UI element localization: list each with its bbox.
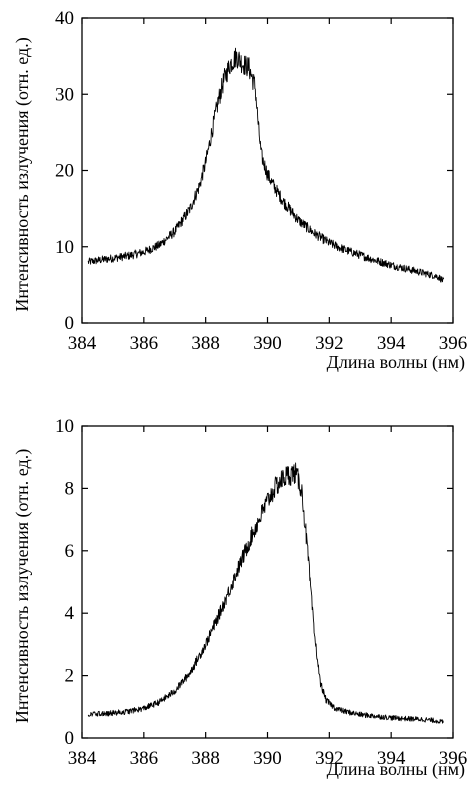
x-tick-label: 394: [377, 333, 406, 354]
x-tick-label: 390: [253, 333, 282, 354]
x-tick-label: 388: [191, 333, 220, 354]
chart-2: 384 386 388 390 392 394 396 0 2 4 6 8 10 Длина волны …: [12, 416, 467, 780]
x-tick-label: 384: [68, 748, 97, 769]
x-tick-label: 384: [68, 333, 97, 354]
x-tick-label: 386: [130, 333, 159, 354]
y-tick-label: 0: [65, 728, 75, 749]
x-tick-label: 386: [130, 748, 159, 769]
x-tick-label: 388: [191, 748, 220, 769]
x-axis-title: Длина волны (нм): [327, 352, 465, 373]
y-tick-label: 4: [65, 603, 75, 624]
y-tick-label: 20: [55, 161, 74, 182]
x-tick-label: 396: [439, 748, 468, 769]
y-axis-title: Интенсивность излучения (отн. ед.): [12, 449, 33, 723]
x-tick-label: 390: [253, 748, 282, 769]
y-tick-label: 2: [65, 666, 75, 687]
y-tick-label: 10: [55, 237, 74, 258]
x-tick-label: 396: [439, 333, 468, 354]
plot-frame: [81, 425, 454, 739]
y-tick-label: 8: [65, 478, 75, 499]
y-axis-title: Интенсивность излучения (отн. ед.): [12, 37, 33, 311]
y-tick-label: 0: [65, 313, 75, 334]
x-tick-label: 394: [377, 748, 406, 769]
y-tick-label: 6: [65, 541, 75, 562]
spectrum-line: [87, 462, 444, 724]
y-tick-label: 10: [55, 416, 74, 437]
x-tick-label: 392: [315, 333, 344, 354]
x-tick-label: 392: [315, 748, 344, 769]
spectrum-line: [87, 47, 445, 283]
x-axis-title: Длина волны (нм): [327, 759, 465, 780]
y-tick-label: 30: [55, 84, 74, 105]
y-tick-label: 40: [55, 8, 74, 29]
chart-1: 384 386 388 390 392 394 396 0 10 20 30 40 Длина волн…: [12, 8, 467, 373]
